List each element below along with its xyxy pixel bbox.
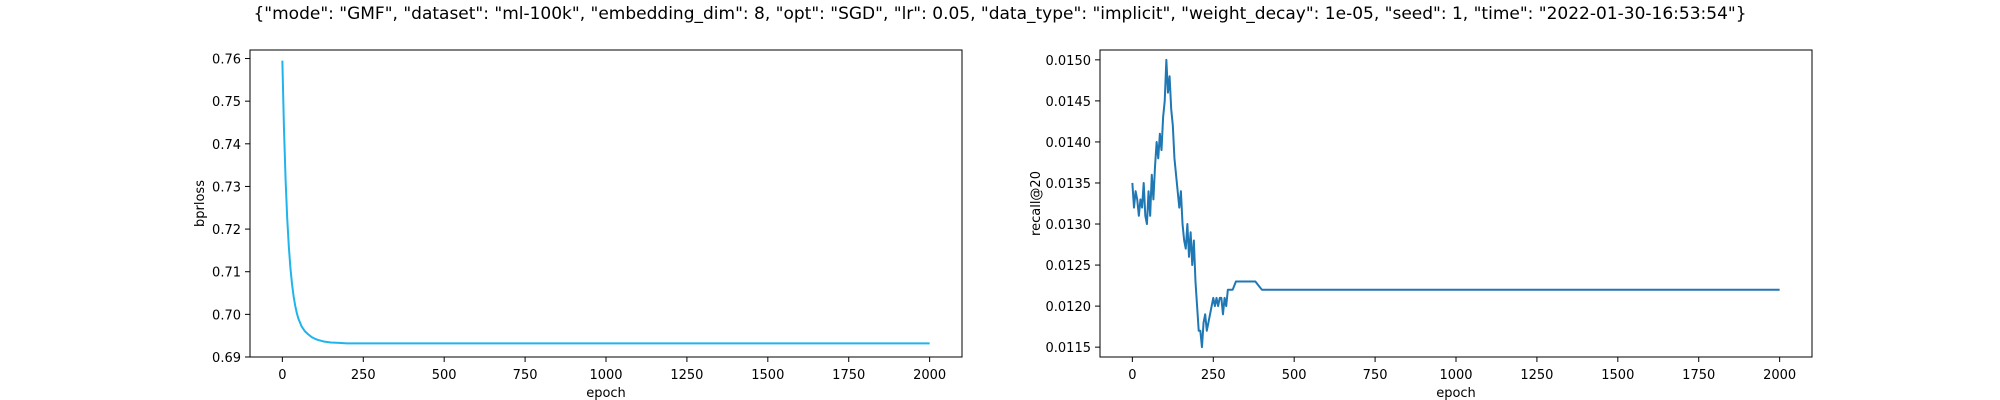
y-tick-label: 0.76 [212, 53, 241, 68]
x-tick-label: 1750 [832, 368, 865, 383]
plot-frame [1099, 49, 1813, 358]
y-axis-label: recall@20 [1029, 171, 1044, 236]
y-tick-label: 0.0150 [1046, 54, 1092, 69]
y-tick-label: 0.0135 [1046, 177, 1092, 192]
x-tick-label: 1250 [670, 368, 703, 383]
y-tick-label: 0.0115 [1046, 341, 1092, 356]
y-tick-label: 0.75 [212, 95, 241, 110]
x-tick-label: 1000 [1439, 368, 1472, 383]
y-tick-label: 0.71 [212, 266, 241, 281]
x-axis-label: epoch [586, 386, 626, 400]
y-tick-label: 0.0130 [1046, 218, 1092, 233]
bprloss-chart: 0 250 500 750 1000 1250 1500 1750 2000 0.69 0.70 0.… [193, 49, 963, 400]
y-tick-label: 0.72 [212, 223, 241, 238]
x-tick-label: 2000 [913, 368, 946, 383]
series-line-1 [1131, 58, 1780, 349]
x-tick-label: 0 [278, 368, 286, 383]
y-tick-label: 0.0125 [1046, 259, 1092, 274]
x-tick-label: 750 [1363, 368, 1388, 383]
x-axis-label: epoch [1436, 386, 1476, 400]
x-tick-label: 2000 [1763, 368, 1796, 383]
y-tick-label: 0.73 [212, 180, 241, 195]
y-axis-label: bprloss [193, 180, 208, 227]
x-tick-label: 1000 [589, 368, 622, 383]
plot-frame [249, 49, 963, 358]
x-tick-label: 250 [1201, 368, 1226, 383]
figure-title: {"mode": "GMF", "dataset": "ml-100k", "e… [253, 4, 1747, 24]
y-tick-label: 0.74 [212, 138, 241, 153]
x-tick-label: 500 [1282, 368, 1307, 383]
y-tick-label: 0.0120 [1046, 300, 1092, 315]
y-tick-label: 0.69 [212, 351, 241, 366]
x-tick-label: 1500 [1601, 368, 1634, 383]
x-tick-label: 0 [1128, 368, 1136, 383]
x-tick-label: 1750 [1682, 368, 1715, 383]
series-line-1 [281, 60, 930, 345]
y-tick-label: 0.70 [212, 308, 241, 323]
x-tick-label: 250 [351, 368, 376, 383]
x-tick-label: 500 [432, 368, 457, 383]
recall-chart: 0 250 500 750 1000 1250 1500 1750 2000 0.0115 0.01… [1029, 49, 1813, 400]
y-tick-label: 0.0140 [1046, 136, 1092, 151]
x-tick-label: 1250 [1520, 368, 1553, 383]
x-tick-label: 1500 [751, 368, 784, 383]
x-tick-label: 750 [513, 368, 538, 383]
y-tick-label: 0.0145 [1046, 95, 1092, 110]
